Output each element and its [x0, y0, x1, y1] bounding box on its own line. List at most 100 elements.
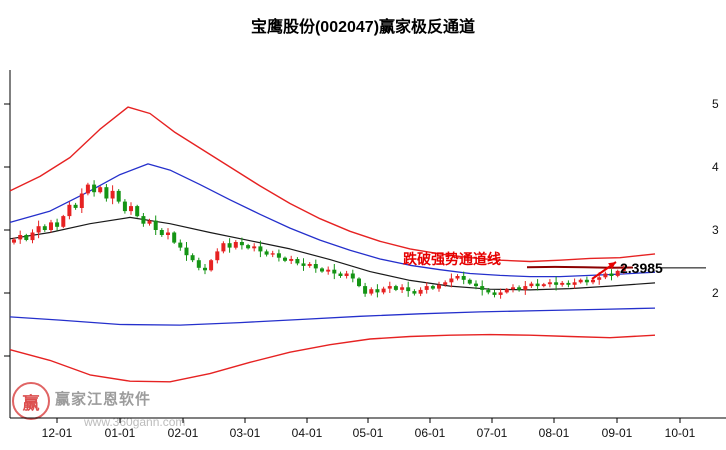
candle — [166, 232, 170, 235]
strong-channel-line — [526, 265, 634, 269]
candle — [307, 264, 312, 266]
y-tick-label: 2 — [712, 286, 719, 300]
axes: 12-01 01-01 02-01 03-01 04-01 05-01 06-01 07-01… — [4, 70, 726, 440]
candle — [424, 286, 429, 290]
candle — [412, 291, 417, 294]
candle — [547, 282, 552, 285]
candle — [504, 289, 509, 293]
candle — [480, 286, 485, 290]
candle — [135, 206, 140, 217]
candle — [122, 201, 127, 212]
candle — [492, 292, 497, 295]
candle — [461, 276, 466, 280]
candle — [233, 242, 238, 248]
candle — [344, 273, 349, 276]
candle — [400, 287, 405, 290]
y-tick-label: 5 — [712, 97, 719, 111]
candle — [387, 286, 392, 289]
candle — [560, 282, 565, 285]
candle — [92, 184, 97, 193]
candle — [486, 289, 491, 293]
y-tick-label: 4 — [712, 160, 719, 174]
candle — [61, 216, 66, 227]
candle — [554, 282, 559, 285]
candle — [369, 289, 374, 294]
candle — [363, 286, 368, 294]
x-tick-label: 07-01 — [477, 426, 508, 440]
candle — [215, 251, 220, 261]
candle — [36, 226, 41, 233]
candle — [172, 232, 177, 243]
candle — [246, 245, 251, 249]
upper-channel-line-blue — [9, 163, 656, 278]
candle — [258, 246, 263, 252]
candle — [129, 206, 133, 212]
candle — [24, 235, 29, 240]
candle — [190, 255, 195, 261]
candle — [209, 260, 214, 271]
candle — [295, 259, 300, 264]
candle — [326, 269, 331, 272]
candle — [609, 273, 614, 276]
candle — [511, 287, 515, 290]
candle — [597, 277, 602, 280]
watermark-brand-text: 赢家江恩软件 — [55, 391, 152, 408]
candle — [381, 288, 386, 293]
candle — [338, 273, 343, 276]
channel-lines — [9, 106, 656, 383]
x-tick-label: 06-01 — [415, 426, 446, 440]
candle — [535, 283, 540, 287]
candle — [591, 279, 595, 283]
candle — [350, 273, 355, 279]
candle — [615, 270, 620, 276]
candle — [430, 286, 435, 289]
candle — [264, 251, 269, 255]
x-tick-label: 10-01 — [665, 426, 696, 440]
brand-seal-logo: 赢 — [12, 382, 50, 420]
candle — [289, 259, 294, 261]
annotation-arrowhead — [608, 262, 616, 269]
candle — [116, 190, 121, 202]
candle — [437, 284, 441, 289]
candle — [276, 253, 281, 258]
candle — [49, 222, 53, 230]
upper-extreme-band-red — [9, 106, 656, 263]
chart-title: 宝鹰股份(002047)赢家极反通道 — [250, 19, 476, 36]
candle — [523, 286, 528, 290]
candle — [474, 283, 478, 287]
candle — [418, 289, 423, 294]
seal-character: 赢 — [22, 393, 40, 413]
candle — [196, 260, 201, 268]
candle — [443, 282, 448, 285]
candle — [517, 287, 522, 290]
candle — [203, 267, 207, 271]
candle — [67, 204, 72, 217]
candle — [578, 279, 583, 283]
candle — [153, 220, 158, 230]
candle — [104, 187, 109, 199]
y-tick-label: 3 — [712, 223, 719, 237]
candle — [12, 239, 16, 243]
breakdown-annotation-text: 跌破强势通道线 — [403, 251, 501, 267]
candle — [141, 216, 146, 224]
x-tick-label: 05-01 — [353, 426, 384, 440]
candle — [239, 242, 244, 246]
lower-channel-line-blue — [9, 307, 656, 326]
x-tick-label: 02-01 — [168, 426, 199, 440]
candle — [110, 190, 115, 199]
candle — [467, 279, 472, 284]
candle — [73, 204, 78, 208]
candle — [393, 286, 398, 290]
candle — [159, 230, 164, 235]
candle — [221, 243, 226, 252]
candle — [455, 276, 460, 279]
candle — [178, 242, 183, 248]
x-tick-label: 04-01 — [292, 426, 323, 440]
current-price-label: 2.3985 — [620, 260, 663, 276]
candle — [30, 232, 35, 241]
candle — [584, 279, 589, 283]
candles — [12, 180, 626, 299]
candle — [85, 184, 90, 194]
candle — [270, 253, 275, 255]
